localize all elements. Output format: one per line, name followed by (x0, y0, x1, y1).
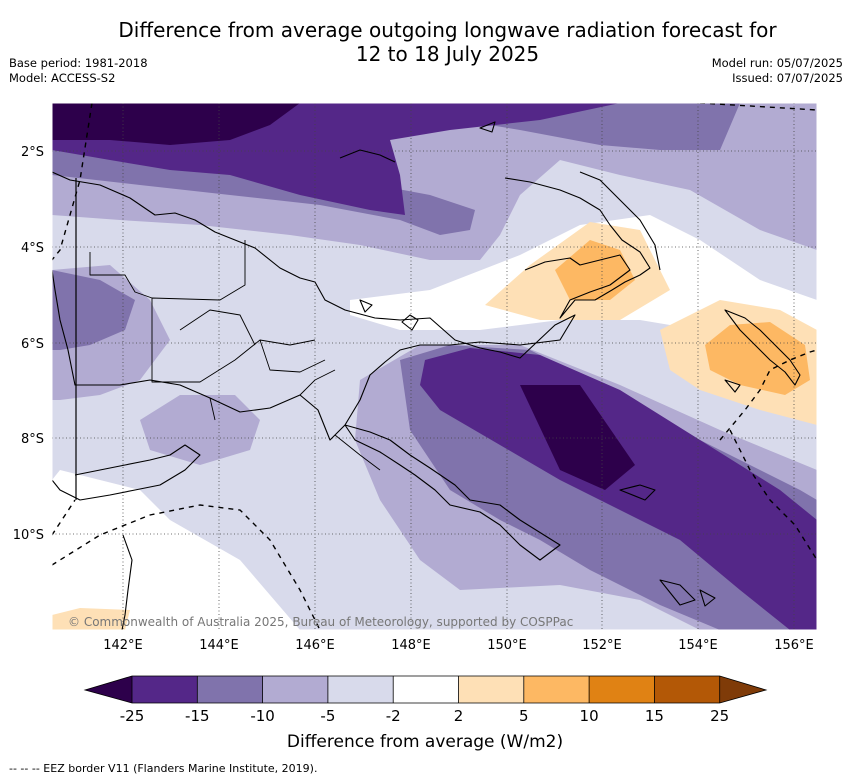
lon-label: 152°E (582, 638, 622, 653)
solomon-islands (619, 379, 741, 607)
lat-label: 6°S (21, 337, 44, 352)
colorbar-swatch (197, 676, 263, 703)
australia-cape-york (52, 444, 201, 630)
colorbar-tick: -5 (320, 707, 335, 725)
run-info: Model run: 05/07/2025 Issued: 07/07/2025 (712, 56, 843, 86)
map-title: Difference from average outgoing longwav… (60, 18, 835, 66)
model-info: Base period: 1981-2018 Model: ACCESS-S2 (9, 56, 148, 86)
model-run: Model run: 05/07/2025 (711, 56, 843, 70)
new-guinea-coast (52, 171, 576, 561)
lon-label: 146°E (295, 638, 335, 653)
lat-label: 2°S (21, 145, 44, 160)
lon-label: 156°E (774, 638, 814, 653)
lon-label: 142°E (103, 638, 143, 653)
colorbar-swatch (458, 676, 524, 703)
colorbar-tick: 10 (580, 707, 599, 725)
title-line-1: Difference from average outgoing longwav… (118, 18, 777, 42)
colorbar-swatch (327, 676, 394, 703)
map-frame (51, 102, 818, 631)
colorbar-swatch (719, 676, 766, 703)
colorbar-tick: -10 (250, 707, 275, 725)
issued-date: Issued: 07/07/2025 (732, 71, 843, 85)
coastlines (52, 121, 801, 630)
colorbar-tick: -15 (185, 707, 210, 725)
colorbar-dividers (131, 676, 721, 703)
colorbar: -25 -15 -10 -5 -2 2 5 10 15 25 Differenc… (83, 675, 768, 752)
eez-borders (52, 103, 817, 630)
lat-label: 8°S (21, 432, 44, 447)
band-orange-north (555, 240, 635, 300)
colorbar-tick: 25 (710, 707, 729, 725)
province-borders (89, 240, 381, 471)
colorbar-tick: 2 (454, 707, 464, 725)
colorbar-swatch (654, 676, 720, 703)
colorbar-label: Difference from average (W/m2) (287, 732, 563, 752)
colorbar-swatch (393, 676, 459, 703)
new-britain-coast (504, 177, 651, 319)
colorbar-swatch (589, 676, 655, 703)
map-area: © Commonwealth of Australia 2025, Bureau… (52, 103, 817, 630)
title-line-2: 12 to 18 July 2025 (355, 42, 540, 66)
band-darkest-purple-south (520, 385, 635, 490)
lat-label: 10°S (13, 528, 44, 543)
model-name: Model: ACCESS-S2 (9, 71, 116, 85)
base-period: Base period: 1981-2018 (9, 56, 148, 70)
colorbar-swatch (262, 676, 328, 703)
copyright-notice: © Commonwealth of Australia 2025, Bureau… (68, 615, 573, 629)
colorbar-ticks: -25 -15 -10 -5 -2 2 5 10 15 25 (120, 707, 729, 725)
gridlines (52, 103, 817, 630)
colorbar-tick: 15 (645, 707, 664, 725)
lon-label: 150°E (487, 638, 527, 653)
band-dark-purple-south (420, 348, 817, 630)
band-pale-orange-sw (52, 608, 130, 630)
lon-label: 154°E (678, 638, 718, 653)
latitude-labels: 2°S 4°S 6°S 8°S 10°S (13, 145, 44, 543)
colorbar-swatch (523, 676, 590, 703)
lon-label: 144°E (199, 638, 239, 653)
lat-label: 4°S (21, 241, 44, 256)
colorbar-swatch (85, 676, 132, 703)
lon-label: 148°E (391, 638, 431, 653)
north-coast-islands (339, 121, 496, 331)
band-darkest-purple-north (52, 103, 300, 145)
colorbar-tick: 5 (519, 707, 529, 725)
band-orange-east (705, 322, 810, 395)
colorbar-tick: -25 (120, 707, 145, 725)
new-ireland-coast (579, 171, 661, 271)
band-mid-purple-west (52, 270, 135, 350)
colorbar-swatch (132, 676, 198, 703)
eez-legend-note: -- -- -- EEZ border V11 (Flanders Marine… (9, 762, 318, 775)
band-light-purple-small (140, 395, 260, 465)
longitude-labels: 142°E 144°E 146°E 148°E 150°E 152°E 154°… (103, 638, 814, 653)
bougainville-coast (724, 309, 801, 386)
colorbar-tick: -2 (386, 707, 401, 725)
